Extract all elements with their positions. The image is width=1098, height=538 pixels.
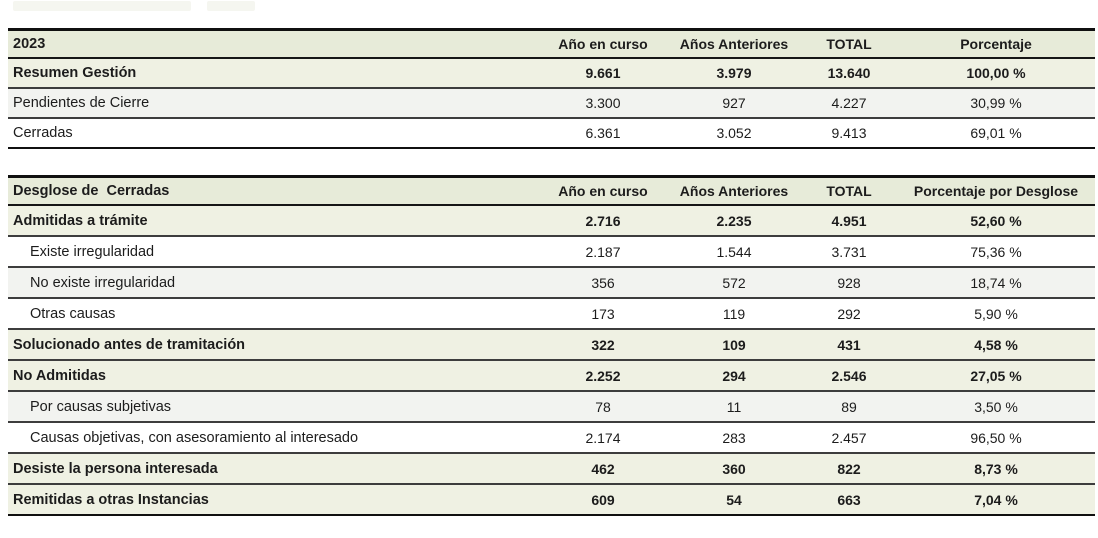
row-label: Resumen Gestión — [13, 65, 137, 81]
cell-total: 663 — [837, 491, 861, 508]
cell-total: 822 — [837, 460, 861, 477]
cell-porcentaje: 52,60 % — [970, 212, 1022, 229]
row-label: Otras causas — [30, 305, 116, 322]
column-header-porcentaje: Porcentaje — [960, 36, 1032, 52]
column-header-ano-en-curso: Año en curso — [558, 183, 648, 199]
table-row: Desiste la persona interesada 462 360 82… — [8, 454, 1095, 485]
cell-ano-en-curso: 462 — [591, 460, 615, 477]
cell-porcentaje: 8,73 % — [974, 460, 1018, 477]
cell-ano-en-curso: 9.661 — [585, 65, 621, 81]
table-row: Por causas subjetivas 78 11 89 3,50 % — [8, 392, 1095, 423]
cell-ano-en-curso: 173 — [591, 305, 615, 322]
row-label: Solucionado antes de tramitación — [13, 336, 246, 353]
table-row: Cerradas 6.361 3.052 9.413 69,01 % — [8, 119, 1095, 149]
row-label: No existe irregularidad — [30, 274, 176, 291]
column-header-total: TOTAL — [826, 36, 872, 52]
table-row: Resumen Gestión 9.661 3.979 13.640 100,0… — [8, 59, 1095, 89]
cell-total: 2.457 — [831, 429, 867, 446]
cell-anos-anteriores: 927 — [722, 95, 746, 111]
row-label: Causas objetivas, con asesoramiento al i… — [30, 429, 359, 446]
table-row: Remitidas a otras Instancias 609 54 663 … — [8, 485, 1095, 516]
cell-porcentaje: 7,04 % — [974, 491, 1018, 508]
table-row: No Admitidas 2.252 294 2.546 27,05 % — [8, 361, 1095, 392]
cell-total: 928 — [837, 274, 861, 291]
cell-porcentaje: 75,36 % — [970, 243, 1022, 260]
cell-ano-en-curso: 322 — [591, 336, 615, 353]
cell-ano-en-curso: 2.716 — [585, 212, 621, 229]
cell-porcentaje: 30,99 % — [970, 95, 1022, 111]
table-row: Admitidas a trámite 2.716 2.235 4.951 52… — [8, 206, 1095, 237]
cell-porcentaje: 4,58 % — [974, 336, 1018, 353]
cell-anos-anteriores: 119 — [722, 305, 746, 322]
cell-anos-anteriores: 3.979 — [716, 65, 752, 81]
faded-text-blob — [13, 1, 191, 11]
faded-text-fragment — [13, 1, 255, 11]
table-title: 2023 — [13, 36, 46, 52]
row-label: Admitidas a trámite — [13, 212, 148, 229]
table-row: Existe irregularidad 2.187 1.544 3.731 7… — [8, 237, 1095, 268]
cell-anos-anteriores: 2.235 — [716, 212, 752, 229]
cell-ano-en-curso: 2.174 — [585, 429, 621, 446]
table-header-row: 2023 Año en curso Años Anteriores TOTAL … — [8, 31, 1095, 59]
row-label: No Admitidas — [13, 367, 106, 384]
column-header-total: TOTAL — [826, 183, 872, 199]
cell-total: 4.951 — [831, 212, 867, 229]
row-label: Cerradas — [13, 125, 73, 141]
cell-anos-anteriores: 572 — [722, 274, 746, 291]
cell-anos-anteriores: 294 — [722, 367, 746, 384]
cell-porcentaje: 69,01 % — [970, 125, 1022, 141]
cell-total: 9.413 — [831, 125, 867, 141]
cell-porcentaje: 5,90 % — [974, 305, 1018, 322]
column-header-anos-anteriores: Años Anteriores — [679, 183, 789, 199]
cell-porcentaje: 18,74 % — [970, 274, 1022, 291]
row-label: Pendientes de Cierre — [13, 95, 150, 111]
table-row: Pendientes de Cierre 3.300 927 4.227 30,… — [8, 89, 1095, 119]
row-label: Remitidas a otras Instancias — [13, 491, 209, 508]
cell-anos-anteriores: 54 — [726, 491, 742, 508]
column-header-porcentaje-por-desglose: Porcentaje por Desglose — [913, 183, 1079, 199]
resumen-gestion-table: 2023 Año en curso Años Anteriores TOTAL … — [8, 28, 1095, 149]
cell-anos-anteriores: 3.052 — [716, 125, 752, 141]
column-header-anos-anteriores: Años Anteriores — [679, 36, 789, 52]
cell-ano-en-curso: 6.361 — [585, 125, 621, 141]
cell-total: 4.227 — [831, 95, 867, 111]
table-row: Solucionado antes de tramitación 322 109… — [8, 330, 1095, 361]
table-row: Causas objetivas, con asesoramiento al i… — [8, 423, 1095, 454]
row-label: Por causas subjetivas — [30, 398, 172, 415]
table-header-row: Desglose de Cerradas Año en curso Años A… — [8, 178, 1095, 206]
cell-porcentaje: 100,00 % — [966, 65, 1026, 81]
cell-total: 89 — [841, 398, 857, 415]
cell-ano-en-curso: 2.187 — [585, 243, 621, 260]
cell-anos-anteriores: 283 — [722, 429, 746, 446]
cell-total: 3.731 — [831, 243, 867, 260]
cell-ano-en-curso: 356 — [591, 274, 615, 291]
table-row: Otras causas 173 119 292 5,90 % — [8, 299, 1095, 330]
cell-total: 292 — [837, 305, 861, 322]
cell-anos-anteriores: 360 — [722, 460, 746, 477]
cell-total: 431 — [837, 336, 861, 353]
row-label: Existe irregularidad — [30, 243, 155, 260]
cell-ano-en-curso: 2.252 — [585, 367, 621, 384]
cell-porcentaje: 96,50 % — [970, 429, 1022, 446]
desglose-cerradas-table: Desglose de Cerradas Año en curso Años A… — [8, 175, 1095, 516]
faded-text-blob — [207, 1, 255, 11]
cell-porcentaje: 3,50 % — [974, 398, 1018, 415]
cell-ano-en-curso: 609 — [591, 491, 615, 508]
cell-anos-anteriores: 109 — [722, 336, 746, 353]
cell-anos-anteriores: 1.544 — [716, 243, 752, 260]
table-title: Desglose de Cerradas — [13, 183, 170, 199]
cell-porcentaje: 27,05 % — [970, 367, 1022, 384]
cell-total: 2.546 — [831, 367, 867, 384]
cell-ano-en-curso: 3.300 — [585, 95, 621, 111]
row-label: Desiste la persona interesada — [13, 460, 218, 477]
cell-ano-en-curso: 78 — [595, 398, 611, 415]
table-row: No existe irregularidad 356 572 928 18,7… — [8, 268, 1095, 299]
cell-total: 13.640 — [827, 65, 871, 81]
cell-anos-anteriores: 11 — [726, 398, 742, 415]
column-header-ano-en-curso: Año en curso — [558, 36, 648, 52]
